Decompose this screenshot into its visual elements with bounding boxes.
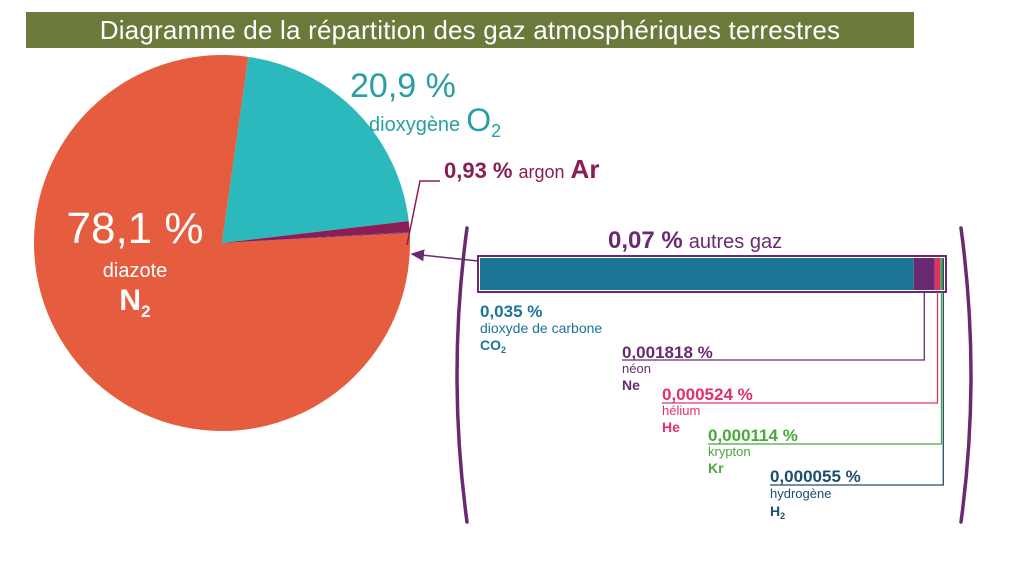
pie-chart [33, 55, 410, 432]
segment-co2 [480, 258, 914, 290]
ne-name: néon [622, 361, 651, 376]
leader-he [662, 292, 939, 404]
segment-h2 [942, 258, 944, 290]
slice-ar [222, 221, 410, 243]
ne-percent: 0,001818 % [622, 343, 713, 362]
he-formula: He [662, 419, 680, 435]
leader-lines [622, 292, 944, 486]
co2-label-group: 0,035 % dioxyde de carbone CO2 [480, 302, 602, 355]
co2-name: dioxyde de carbone [480, 320, 602, 336]
he-percent: 0,000524 % [662, 385, 753, 404]
segment-kr [940, 258, 943, 290]
slice-other-gases [222, 232, 410, 243]
other-gases-heading: 0,07 % autres gaz [608, 227, 782, 254]
h2-label-group: 0,000055 % hydrogène H2 [770, 467, 861, 521]
ar-percent: 0,93 % [444, 158, 513, 183]
n2-formula: N [119, 284, 141, 317]
co2-formula: CO [480, 337, 501, 353]
o2-percent-label: 20,9 % [350, 67, 456, 105]
leader-kr [708, 292, 943, 445]
co2-percent: 0,035 % [480, 302, 542, 321]
leader-h2 [770, 292, 944, 486]
he-name: hélium [662, 403, 700, 418]
kr-name: krypton [708, 444, 751, 459]
other-gases-text: autres gaz [689, 231, 782, 253]
h2-formula: H [770, 503, 780, 519]
left-bracket [455, 226, 469, 524]
ar-label: 0,93 % argon Ar [444, 154, 599, 184]
h2-percent: 0,000055 % [770, 467, 861, 486]
segment-ne [913, 258, 935, 290]
kr-percent: 0,000114 % [708, 426, 798, 445]
he-label-group: 0,000524 % hélium He [662, 385, 753, 435]
co2-formula-sub: 2 [501, 345, 506, 355]
ar-formula: Ar [571, 154, 600, 184]
other-gases-arrow [410, 249, 479, 262]
right-bracket [959, 226, 973, 524]
h2-name: hydrogène [770, 486, 831, 501]
n2-name-label: diazote [103, 260, 168, 282]
kr-label-group: 0,000114 % krypton Kr [708, 426, 798, 476]
argon-leader-line [406, 180, 440, 246]
segment-he [934, 258, 941, 290]
n2-formula-sub: 2 [141, 302, 150, 321]
bar-frame [477, 255, 947, 293]
co2-formula-label: CO2 [480, 337, 506, 355]
chart-title: Diagramme de la répartition des gaz atmo… [99, 14, 841, 45]
chart-title-bar: Diagramme de la répartition des gaz atmo… [26, 12, 914, 48]
other-gases-bar [477, 255, 947, 293]
ne-formula: Ne [622, 377, 640, 393]
n2-percent-label: 78,1 % [67, 204, 204, 253]
o2-formula-sub: 2 [491, 121, 501, 141]
n2-formula-label: N2 [119, 284, 150, 321]
slice-o2 [222, 56, 409, 243]
leader-ne [622, 292, 925, 361]
slice-n2 [33, 55, 410, 432]
other-gases-percent: 0,07 % [608, 227, 683, 254]
ar-name: argon [519, 162, 565, 182]
ne-label-group: 0,001818 % néon Ne [622, 343, 713, 393]
o2-name-label: dioxygène O2 [369, 102, 501, 141]
kr-formula: Kr [708, 460, 724, 476]
h2-formula-sub: 2 [780, 511, 785, 521]
h2-formula-label: H2 [770, 503, 785, 521]
o2-formula: O [466, 102, 491, 138]
o2-name: dioxygène [369, 114, 460, 136]
